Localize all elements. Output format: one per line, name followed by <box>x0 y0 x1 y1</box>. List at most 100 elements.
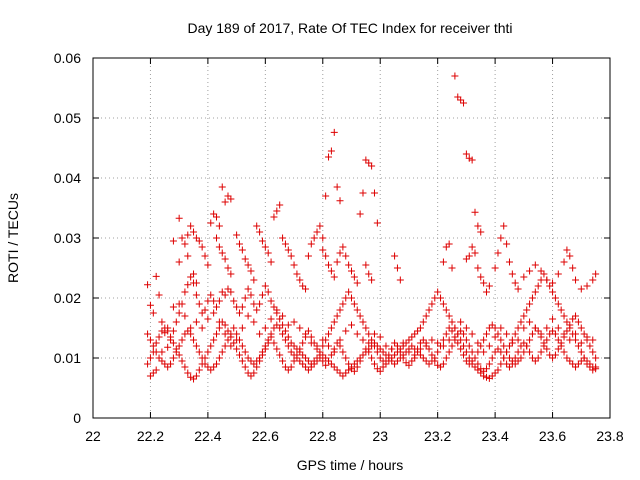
data-point <box>175 351 183 359</box>
data-point <box>468 156 476 164</box>
data-point <box>370 360 378 368</box>
data-point <box>373 342 381 350</box>
data-point <box>336 342 344 350</box>
data-point <box>253 363 261 371</box>
data-point <box>241 363 249 371</box>
data-point <box>526 267 534 275</box>
data-point <box>169 354 177 362</box>
data-point <box>253 306 261 314</box>
data-point <box>511 330 519 338</box>
data-point <box>526 300 534 308</box>
data-point <box>517 318 525 326</box>
data-point <box>342 354 350 362</box>
data-point <box>152 339 160 347</box>
data-point <box>250 369 258 377</box>
data-point <box>181 312 189 320</box>
data-point <box>586 360 594 368</box>
data-point <box>563 327 571 335</box>
data-point <box>198 324 206 332</box>
x-axis-label: GPS time / hours <box>297 457 404 473</box>
data-point <box>368 162 376 170</box>
data-point <box>327 267 335 275</box>
data-point <box>534 327 542 335</box>
data-point <box>273 321 281 329</box>
data-point <box>345 360 353 368</box>
data-point <box>270 339 278 347</box>
data-point <box>316 351 324 359</box>
data-point <box>213 330 221 338</box>
data-point <box>462 336 470 344</box>
data-point <box>184 231 192 239</box>
data-point <box>465 360 473 368</box>
data-point <box>250 276 258 284</box>
data-point <box>520 312 528 320</box>
data-point <box>537 348 545 356</box>
data-point <box>296 345 304 353</box>
data-point <box>359 318 367 326</box>
data-point <box>534 354 542 362</box>
data-point <box>238 324 246 332</box>
chart-title: Day 189 of 2017, Rate Of TEC Index for r… <box>187 20 512 36</box>
data-point <box>302 354 310 362</box>
data-point <box>304 366 312 374</box>
data-point <box>325 357 333 365</box>
data-point <box>144 330 152 338</box>
data-point <box>508 360 516 368</box>
data-point <box>580 330 588 338</box>
data-point <box>554 324 562 332</box>
data-point <box>253 222 261 230</box>
data-point <box>336 336 344 344</box>
data-point <box>210 363 218 371</box>
data-point <box>322 252 330 260</box>
data-point <box>175 214 183 222</box>
data-point <box>574 342 582 350</box>
data-point <box>540 270 548 278</box>
data-point <box>497 348 505 356</box>
data-point <box>158 357 166 365</box>
data-point <box>445 240 453 248</box>
data-point <box>572 330 580 338</box>
data-point <box>158 318 166 326</box>
data-point <box>382 357 390 365</box>
data-point <box>520 324 528 332</box>
data-point <box>264 249 272 257</box>
data-point <box>273 306 281 314</box>
data-point <box>396 348 404 356</box>
data-point <box>207 219 215 227</box>
data-point <box>537 267 545 275</box>
data-point <box>396 276 404 284</box>
data-point <box>482 365 490 373</box>
data-point <box>330 273 338 281</box>
data-point <box>195 237 203 245</box>
data-point <box>184 281 192 289</box>
data-point <box>146 301 154 309</box>
data-point <box>488 321 496 329</box>
data-point <box>531 288 539 296</box>
y-tick-label: 0.02 <box>54 290 81 306</box>
data-point <box>261 345 269 353</box>
data-point <box>227 333 235 341</box>
data-point <box>353 330 361 338</box>
data-point <box>244 285 252 293</box>
data-point <box>488 372 496 380</box>
data-point <box>376 354 384 362</box>
data-point <box>261 243 269 251</box>
data-point <box>468 348 476 356</box>
data-point <box>350 367 358 375</box>
data-point <box>554 270 562 278</box>
data-point <box>276 351 284 359</box>
data-point <box>592 270 600 278</box>
data-point <box>566 336 574 344</box>
data-point <box>181 240 189 248</box>
data-point <box>201 354 209 362</box>
data-point <box>391 360 399 368</box>
data-point <box>233 345 241 353</box>
data-point <box>422 342 430 350</box>
data-point <box>178 336 186 344</box>
data-point <box>213 234 221 242</box>
x-tick-label: 22.8 <box>309 428 336 444</box>
data-point <box>399 354 407 362</box>
data-point <box>460 351 468 359</box>
data-point <box>307 240 315 248</box>
data-point <box>560 330 568 338</box>
